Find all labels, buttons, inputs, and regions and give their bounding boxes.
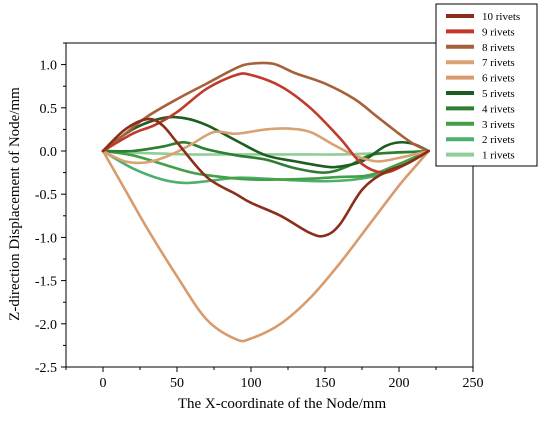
series-line-9-rivets <box>101 72 430 174</box>
series-line-7-rivets <box>101 127 430 165</box>
legend: 10 rivets 9 rivets 8 rivets 7 rivets 6 rivet… <box>435 3 538 167</box>
x-axis-title: The X-coordinate of the Node/mm <box>178 396 387 412</box>
x-tick-label: 150 <box>315 376 336 391</box>
axes-layer: 0 50 100 150 200 250 -2.5 -2.0 -1.5 -1.0 -0.5 0.0 0.… <box>35 42 484 391</box>
series-line-8-rivets <box>101 61 430 153</box>
legend-label-2-rivets: 2 rivets <box>482 134 515 146</box>
x-tick-label: 200 <box>389 376 410 391</box>
y-axis-title: Z-direction Displacement of Node/mm <box>7 87 23 321</box>
series-line-3-rivets <box>101 149 430 182</box>
series-layer <box>101 61 430 343</box>
y-tick-label: -1.0 <box>35 231 57 246</box>
legend-label-8-rivets: 8 rivets <box>482 42 515 54</box>
plot-frame <box>65 42 474 368</box>
y-tick-label: 0.5 <box>40 102 58 117</box>
legend-label-5-rivets: 5 rivets <box>482 88 515 100</box>
legend-label-4-rivets: 4 rivets <box>482 103 515 115</box>
x-tick-label: 250 <box>463 376 484 391</box>
legend-label-3-rivets: 3 rivets <box>482 119 515 131</box>
y-tick-label: -2.0 <box>35 318 57 333</box>
legend-label-10-rivets: 10 rivets <box>482 11 520 23</box>
legend-label-1-rivets: 1 rivets <box>482 150 515 162</box>
y-tick-label: -0.5 <box>35 188 57 203</box>
y-tick-label: 1.0 <box>40 59 58 74</box>
x-tick-label: 50 <box>170 376 184 391</box>
x-tick-label: 0 <box>100 376 107 391</box>
legend-label-6-rivets: 6 rivets <box>482 73 515 85</box>
series-line-10-rivets <box>101 117 430 238</box>
series-line-6-rivets <box>101 149 430 343</box>
y-tick-label: -1.5 <box>35 275 57 290</box>
x-tick-label: 100 <box>241 376 262 391</box>
legend-label-9-rivets: 9 rivets <box>482 26 515 38</box>
legend-label-7-rivets: 7 rivets <box>482 57 515 69</box>
series-line-4-rivets <box>101 141 430 174</box>
y-tick-label: 0.0 <box>40 145 58 160</box>
y-tick-label: -2.5 <box>35 361 57 376</box>
